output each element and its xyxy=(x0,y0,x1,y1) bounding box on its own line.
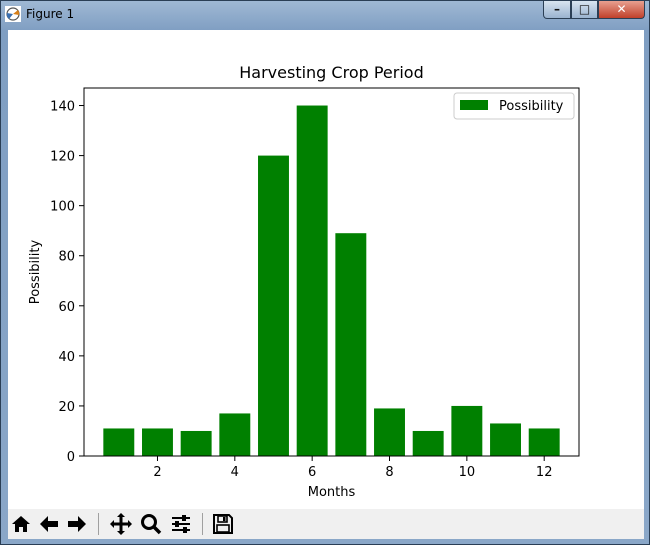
matplotlib-app-icon xyxy=(5,6,21,22)
bar-month-12 xyxy=(529,428,560,456)
zoom-button[interactable] xyxy=(138,512,164,536)
y-tick-label: 20 xyxy=(58,400,75,415)
bar-month-2 xyxy=(142,428,173,456)
bar-month-5 xyxy=(258,156,289,456)
x-tick-label: 8 xyxy=(385,465,393,480)
x-tick-label: 10 xyxy=(459,465,476,480)
bar-month-11 xyxy=(490,423,521,456)
axes-frame xyxy=(84,88,579,456)
back-icon xyxy=(38,514,60,534)
back-button[interactable] xyxy=(36,512,62,536)
configure-subplots-button[interactable] xyxy=(168,512,194,536)
zoom-icon xyxy=(140,513,162,535)
bar-month-1 xyxy=(103,428,134,456)
legend: Possibility xyxy=(454,93,574,119)
legend-label: Possibility xyxy=(499,99,564,114)
bar-month-10 xyxy=(451,406,482,456)
navigation-toolbar xyxy=(8,509,644,539)
y-tick-label: 140 xyxy=(50,100,75,115)
y-tick-label: 40 xyxy=(58,350,75,365)
configure-subplots-icon xyxy=(170,513,192,535)
forward-icon xyxy=(66,514,88,534)
title-bar[interactable]: Figure 1 – □ ✕ xyxy=(1,1,650,27)
bar-month-3 xyxy=(181,431,212,456)
home-icon xyxy=(10,514,32,534)
x-axis-label: Months xyxy=(308,485,356,500)
bar-month-7 xyxy=(335,233,366,456)
maximize-button[interactable]: □ xyxy=(571,1,598,19)
x-tick-label: 4 xyxy=(231,465,239,480)
y-tick-label: 80 xyxy=(58,250,75,265)
pan-icon xyxy=(109,512,133,536)
close-button[interactable]: ✕ xyxy=(598,1,645,19)
chart-title: Harvesting Crop Period xyxy=(239,63,423,82)
forward-button[interactable] xyxy=(64,512,90,536)
y-tick-label: 120 xyxy=(50,150,75,165)
bar-month-6 xyxy=(297,106,328,456)
bar-month-9 xyxy=(413,431,444,456)
toolbar-separator xyxy=(98,513,99,535)
bar-month-4 xyxy=(219,413,250,456)
x-tick-label: 2 xyxy=(153,465,161,480)
x-tick-label: 6 xyxy=(308,465,316,480)
y-tick-label: 0 xyxy=(67,450,75,465)
window-title: Figure 1 xyxy=(26,7,74,21)
save-button[interactable] xyxy=(210,512,236,536)
y-axis-label: Possibility xyxy=(28,240,43,305)
legend-swatch xyxy=(460,100,488,110)
y-tick-label: 100 xyxy=(50,200,75,215)
bar-month-8 xyxy=(374,408,405,456)
chart: 2 4 6 8 10 12 0 20 40 60 80 100 120 140 Harvesting C… xyxy=(8,30,644,509)
toolbar-separator xyxy=(202,513,203,535)
pan-button[interactable] xyxy=(108,512,134,536)
figure-canvas: 2 4 6 8 10 12 0 20 40 60 80 100 120 140 Harvesting C… xyxy=(8,30,644,539)
x-tick-label: 12 xyxy=(536,465,553,480)
y-tick-label: 60 xyxy=(58,300,75,315)
minimize-button[interactable]: – xyxy=(543,1,571,19)
home-button[interactable] xyxy=(8,512,34,536)
save-icon xyxy=(212,513,234,535)
